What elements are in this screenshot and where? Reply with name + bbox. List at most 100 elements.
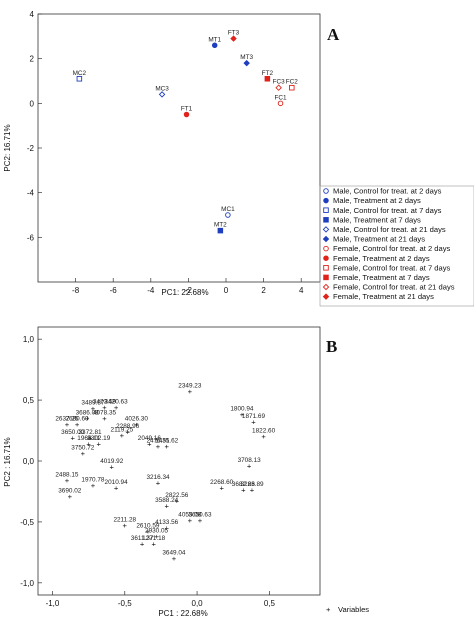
panel-b-variable-label: 3588.24 (155, 497, 179, 504)
panel-a-legend-label: Female, Control for treat. at 7 days (333, 263, 451, 272)
panel-a-legend-marker (323, 197, 329, 204)
panel-b-variable-label: 2930.05 (145, 528, 169, 535)
panel-a-xtick-label: -6 (110, 286, 118, 295)
panel-b-variable-label: 2211.28 (113, 517, 136, 524)
panel-b-variable-label: 3650.63 (188, 512, 212, 519)
panel-a-legend-marker (323, 217, 329, 223)
panel-a-ticks: -8 -6 -4 -2 0 2 4 4 2 0 -2 -4 -6 (27, 10, 304, 295)
panel-b-variable-3750-72: + (81, 449, 86, 458)
panel-b-ylabel: PC2 : 16.71% (3, 437, 12, 486)
panel-a-legend-label: Female, Control for treat. at 2 days (333, 244, 451, 253)
panel-a-xtick-label: 4 (299, 286, 304, 295)
panel-b-variable-label: 2288.96 (116, 423, 140, 430)
panel-b-variable-label: 2610.59 (136, 523, 160, 530)
panel-b-variable-3686-08: + (85, 414, 90, 423)
panel-a-ytick-label: -4 (27, 189, 35, 198)
panel-b-variable-3708-13: + (247, 461, 252, 470)
panel-a-point-mt2 (217, 227, 224, 234)
panel-a-point-label: FT3 (228, 30, 240, 37)
panel-b-variable-3682-66: + (241, 486, 246, 495)
panel-b-variable-4026-30: + (134, 420, 139, 429)
panel-b-variable-1966-11: + (86, 439, 91, 448)
panel-b-ytick-label: -1,0 (20, 579, 34, 588)
panel-a-legend-marker (322, 226, 330, 233)
panel-a-point-label: FC3 (273, 79, 286, 86)
panel-b-variable-2049-16: + (147, 439, 152, 448)
panel-a-point-label: MC1 (221, 206, 235, 213)
panel-b-variable-label: 2119.25 (111, 426, 134, 433)
panel-a-point-fc3 (275, 84, 282, 91)
panel-a-point-label: FC2 (286, 79, 299, 86)
panel-b-variable-2488-15: + (65, 476, 70, 485)
panel-b-variable-3690-02: + (68, 492, 73, 501)
panel-b-variable-2637-25: + (65, 420, 70, 429)
panel-a-point-fc2 (289, 84, 295, 91)
panel-a-points: MC1 MT1 MC2 MT2 MC3 MT3 FC1 FT1 FC2 FT2 FC3 FT3 (73, 30, 299, 234)
panel-a-legend-marker (322, 293, 330, 300)
panel-a-point-label: FT2 (262, 70, 274, 77)
panel-b-title: B (326, 337, 337, 356)
panel-b-variable-label: 1271.18 (142, 535, 166, 542)
panel-b-variable-2930-05: + (154, 532, 159, 541)
panel-a-ytick-label: 4 (30, 10, 35, 19)
panel-a-point-ft3 (230, 35, 237, 42)
panel-b-variable-1822-60: + (261, 432, 266, 441)
panel-a-point-label: MT1 (208, 36, 221, 43)
panel-a-point-label: MT2 (214, 222, 227, 229)
panel-b-variable-1800-94: + (240, 410, 245, 419)
panel-b-variable-3420-63: + (114, 403, 119, 412)
panel-b-variable-label: 2488.15 (55, 471, 79, 478)
panel-a-xtick-label: 0 (224, 286, 229, 295)
panel-b-variable-3611-37: + (140, 539, 145, 548)
panel-a-point-mc1 (225, 212, 231, 218)
panel-b-variable-2610-59: + (146, 527, 151, 536)
panel-b-variable-label: 4133.56 (155, 519, 179, 526)
panel-b-variable-label: 2349.23 (178, 383, 202, 390)
panel-b-variable-label: 3686.08 (76, 409, 100, 416)
panel-b-variable-2119-25: + (120, 431, 125, 440)
panel-b-variable-label: 1822.60 (252, 428, 276, 435)
panel-b-variable-2822-56: + (175, 497, 180, 506)
panel-a-xtick-label: 2 (261, 286, 266, 295)
panel-a-frame (37, 13, 321, 283)
panel-b-variable-label: 4055.08 (178, 512, 202, 519)
panel-b-variable-label: 1970.78 (81, 476, 105, 483)
panel-b-variable-label: 3708.13 (238, 457, 262, 464)
panel-a-xlabel: PC1: 22.68% (161, 288, 208, 297)
panel-b-variable-3372-81: + (88, 433, 93, 442)
panel-b-variable-3489-87: + (91, 404, 96, 413)
panel-b-xtick-label: -0,5 (118, 599, 132, 608)
panel-b-variable-4055-08: + (188, 516, 193, 525)
panel-b-variable-label: 2268.60 (210, 479, 234, 486)
panel-b-variable-4133-56: + (164, 524, 169, 533)
panel-b-variable-label: 2049.16 (138, 435, 162, 442)
panel-b-xtick-label: -1,0 (46, 599, 60, 608)
panel-b-variable-label: 3649.04 (162, 549, 186, 556)
panel-b-variable-label: 4026.30 (125, 415, 149, 422)
panel-b-variable-3223-89: + (250, 486, 255, 495)
panel-a-ytick-label: 2 (30, 55, 35, 64)
panel-b-variable-label: 2822.56 (165, 492, 189, 499)
panel-a-legend-label: Female, Treatment at 2 days (333, 254, 430, 263)
panel-a-legend-marker (323, 207, 329, 213)
panel-b-variable-label: 3750.72 (71, 445, 95, 452)
panel-a-point-ft2 (264, 76, 271, 82)
panel-a-xtick-label: -8 (72, 286, 80, 295)
panel-b-variable-1271-18: + (151, 539, 156, 548)
panel-a-legend-label: Female, Treatment at 7 days (333, 273, 430, 282)
panel-a-point-mc3 (158, 91, 166, 98)
panel-b-variable-3588-24: + (164, 502, 169, 511)
panel-b-variable-label: 1435.62 (155, 437, 179, 444)
panel-b-variable-label: 1800.94 (230, 406, 254, 413)
panel-b-variable-label: 2637.25 (55, 415, 79, 422)
panel-a-point-mt1 (211, 42, 218, 49)
panel-b-variable-4078-35: + (102, 414, 107, 423)
panel-b-variable-3302-19: + (97, 439, 102, 448)
panel-b-variable-2010-94: + (114, 483, 119, 492)
panel-b-legend-label: Variables (338, 605, 369, 614)
panel-b-ytick-label: 1,0 (23, 335, 35, 344)
panel-b-variable-label: 3420.63 (105, 398, 129, 405)
panel-a-title: A (327, 25, 340, 44)
panel-a-legend: Male, Control for treat. at 2 daysMale, … (322, 187, 455, 301)
